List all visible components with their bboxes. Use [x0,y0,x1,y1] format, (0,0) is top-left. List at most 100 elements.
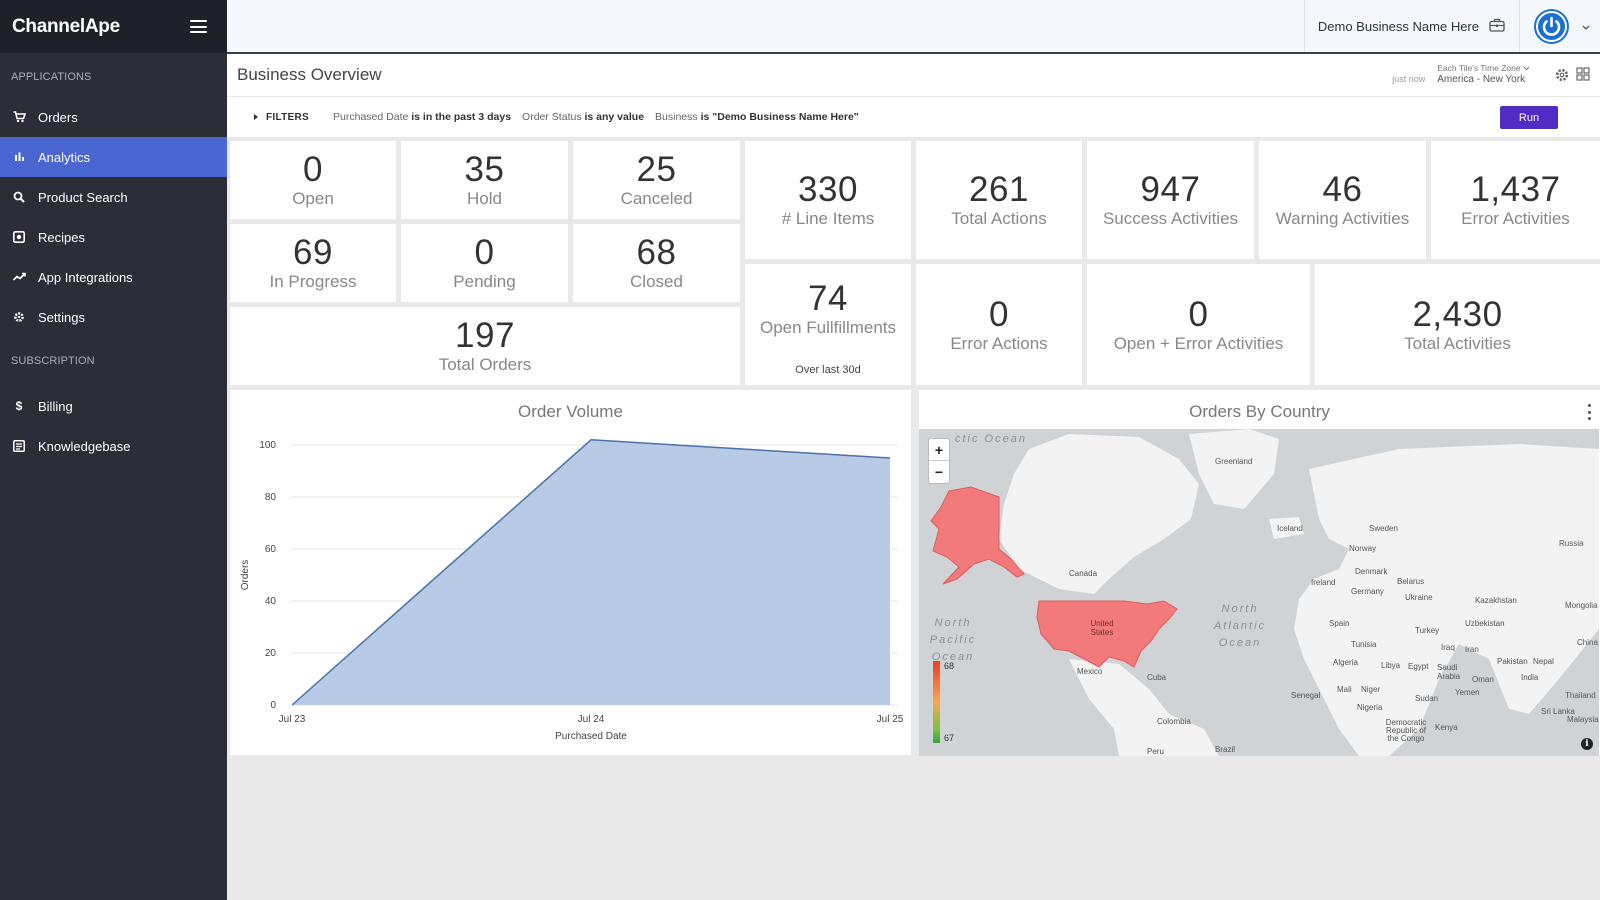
filter-chip-order-status[interactable]: Order Status is any value [522,111,644,123]
page-title: Business Overview [237,65,382,84]
sidebar-item-recipes[interactable]: Recipes [0,217,227,257]
tile-in-progress[interactable]: 69 In Progress [230,224,396,302]
business-selector[interactable]: Demo Business Name Here [1303,0,1520,52]
zoom-out-button[interactable]: − [934,464,944,480]
country-label: Libya [1381,661,1401,670]
filter-condition: is "Demo Business Name Here" [700,111,859,123]
country-label: Sudan [1415,694,1439,703]
tile-total-orders[interactable]: 197 Total Orders [230,307,740,385]
tile-value: 0 [474,233,495,272]
integration-icon [11,269,27,285]
tile-pending[interactable]: 0 Pending [401,224,568,302]
bar-chart-icon [11,149,27,165]
country-label: Norway [1349,544,1377,553]
country-label: Iraq [1441,643,1455,652]
country-label: Sweden [1369,524,1398,533]
tile-label: Closed [630,272,683,291]
order-volume-chart: 0 20 40 60 80 100 Jul 23 Jul 24 Jul 25 Purchased … [240,439,904,742]
world-map-shapes [930,429,1599,756]
legend-min: 67 [944,733,955,743]
sidebar-item-app-integrations[interactable]: App Integrations [0,257,227,297]
country-label: Kenya [1435,723,1458,732]
tile-subtitle: Over last 30d [795,364,861,376]
chevron-down-icon[interactable] [1582,17,1590,35]
grid-layout-icon[interactable] [1576,67,1592,83]
power-icon [1536,10,1567,42]
user-menu[interactable] [1520,0,1600,52]
sidebar-item-orders[interactable]: Orders [0,97,227,137]
sidebar-item-label: Orders [38,109,78,125]
tile-error-actions[interactable]: 0 Error Actions [916,264,1082,385]
ocean-label: North Pacific Ocean [929,617,977,663]
world-map[interactable]: + − ctic Ocean North Pacific Ocean North… [919,429,1599,756]
filters-toggle[interactable]: FILTERS [254,112,309,123]
tile-error-activities[interactable]: 1,437 Error Activities [1431,141,1600,259]
sidebar-item-label: Analytics [38,149,91,165]
x-tick-label: Jul 23 [279,714,306,725]
country-label: Belarus [1397,577,1425,586]
tile-open[interactable]: 0 Open [230,141,396,219]
avatar[interactable] [1534,8,1569,44]
x-tick-label: Jul 24 [578,714,605,725]
area-fill [292,439,890,705]
tile-total-activities[interactable]: 2,430 Total Activities [1315,264,1600,385]
tile-label: Total Actions [951,209,1047,228]
filter-chip-purchased-date[interactable]: Purchased Date is in the past 3 days [333,111,511,123]
filter-chip-business[interactable]: Business is "Demo Business Name Here" [655,111,859,123]
tile-hold[interactable]: 35 Hold [401,141,568,219]
sidebar-item-label: App Integrations [38,269,133,285]
country-label: Colombia [1157,717,1191,726]
tile-label: Open Fullfillments [759,318,897,337]
sidebar-item-analytics[interactable]: Analytics [0,137,227,177]
sidebar-item-billing[interactable]: $ Billing [0,386,227,426]
brand-logo[interactable]: ChannelApe [12,15,120,37]
land-canada [999,434,1199,594]
sidebar-item-knowledgebase[interactable]: Knowledgebase [0,426,227,466]
tile-open-fulfillments[interactable]: 74 Open Fullfillments Over last 30d [745,264,911,385]
tile-success-activities[interactable]: 947 Success Activities [1087,141,1254,259]
x-tick-label: Jul 25 [877,714,904,725]
country-label: Nepal [1533,657,1554,666]
tile-total-actions[interactable]: 261 Total Actions [916,141,1082,259]
business-name: Demo Business Name Here [1317,18,1479,34]
dashboard-header: Business Overview just now Each Tile's T… [227,54,1600,97]
country-label: Brazil [1215,745,1236,754]
tile-label: In Progress [269,272,357,291]
gear-icon[interactable] [1554,67,1570,83]
tile-closed[interactable]: 68 Closed [573,224,740,302]
info-icon[interactable]: i [1581,738,1593,750]
country-label: Mexico [1077,667,1103,676]
country-label: Malaysia [1567,715,1599,724]
cart-icon [11,109,27,125]
timezone-selector[interactable]: Each Tile's Time Zone America - New York [1437,63,1530,85]
country-label: Ukraine [1405,593,1433,602]
tile-open-error-activities[interactable]: 0 Open + Error Activities [1087,264,1310,385]
country-label: India [1521,673,1539,682]
zoom-in-button[interactable]: + [929,439,949,461]
filter-field: Purchased Date [333,111,409,123]
country-label: Turkey [1415,626,1440,635]
hamburger-menu-icon[interactable] [190,20,207,33]
more-options-icon[interactable] [1588,404,1592,420]
tile-line-items[interactable]: 330 # Line Items [745,141,911,259]
country-label: Russia [1559,539,1584,548]
land-iceland [1269,517,1304,539]
sidebar-item-label: Billing [38,398,73,414]
country-label: Mongolia [1565,601,1598,610]
tile-warning-activities[interactable]: 46 Warning Activities [1259,141,1426,259]
main-content: Business Overview just now Each Tile's T… [227,54,1600,900]
run-button[interactable]: Run [1500,106,1558,129]
tile-canceled[interactable]: 25 Canceled [573,141,740,219]
sidebar-item-label: Product Search [38,189,128,205]
country-label: Egypt [1408,662,1429,671]
filter-condition: is any value [584,111,645,123]
filter-field: Business [655,111,698,123]
tile-value: 69 [293,233,333,272]
country-label: Sri Lanka [1541,707,1575,716]
sidebar-item-product-search[interactable]: Product Search [0,177,227,217]
country-label: Iran [1465,645,1479,654]
sidebar-item-settings[interactable]: Settings [0,297,227,337]
tile-value: 0 [303,150,323,189]
last-updated: just now [1392,74,1426,84]
country-label: Senegal [1291,691,1321,700]
